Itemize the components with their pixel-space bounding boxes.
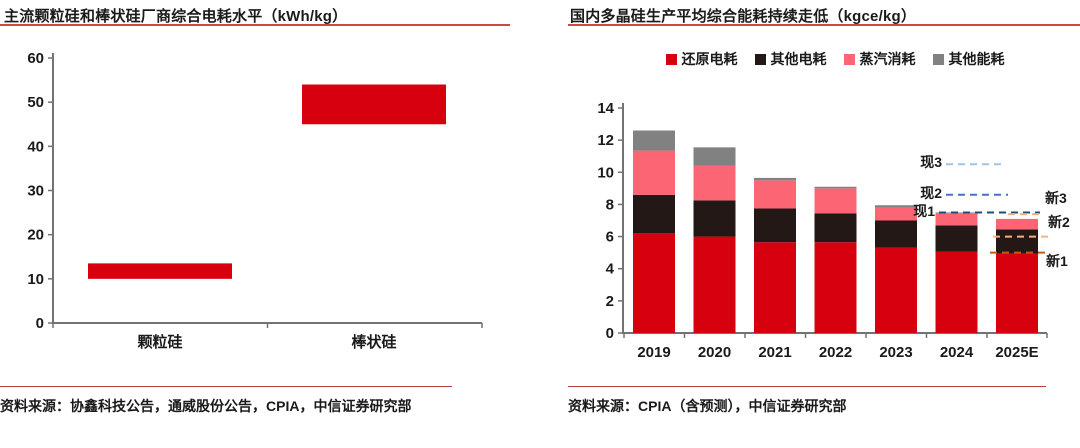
- y-tick-label: 30: [27, 183, 44, 200]
- bar-segment: [633, 194, 675, 234]
- y-tick-label: 40: [27, 138, 44, 155]
- y-tick-label: 60: [27, 50, 44, 67]
- bar-segment: [633, 130, 675, 151]
- legend: 还原电耗 其他电耗 蒸汽消耗 其他能耗: [615, 49, 1055, 69]
- bar-segment: [693, 200, 736, 237]
- y-tick-label: 20: [27, 227, 44, 244]
- legend-swatch-icon: [932, 53, 944, 65]
- stacked-bar-chart: 0 2 4 6 8 10 12 14 2019 2020 2021 2022 2023 2024 2025E…: [597, 100, 1070, 361]
- bar-segment: [693, 165, 736, 201]
- annotation-label: 新2: [1048, 214, 1070, 230]
- legend-swatch-icon: [754, 53, 766, 65]
- legend-label: 其他电耗: [770, 51, 827, 67]
- bar-segment: [693, 236, 736, 333]
- y-tick-label: 12: [597, 132, 614, 149]
- bar-segment: [875, 205, 917, 208]
- x-category-label: 棒状硅: [351, 333, 396, 351]
- y-tick-label: 50: [27, 94, 44, 111]
- legend-label: 还原电耗: [681, 51, 738, 67]
- annotation-label: 新1: [1046, 253, 1068, 269]
- legend-item: 其他电耗: [754, 49, 827, 69]
- x-category-label: 2021: [758, 344, 791, 361]
- source-note: 资料来源：CPIA（含预测），中信证券研究部: [568, 386, 1046, 417]
- bar-segment: [996, 218, 1038, 230]
- legend-swatch-icon: [843, 53, 855, 65]
- annotation-label: 现1: [913, 203, 935, 219]
- legend-item: 还原电耗: [665, 49, 738, 69]
- title-underline: [568, 24, 1080, 26]
- bar-segment: [814, 213, 857, 243]
- y-tick-label: 8: [606, 196, 614, 213]
- bar-segment: [754, 208, 796, 243]
- annotation-label: 新3: [1045, 190, 1067, 206]
- bar-segment: [754, 177, 796, 181]
- range-bar-chart: 0 10 20 30 40 50 60 颗粒硅 棒状硅: [27, 50, 483, 351]
- annotation-label: 现2: [920, 185, 942, 201]
- bar-segment: [875, 207, 917, 221]
- bar-segment: [935, 213, 978, 226]
- legend-swatch-icon: [665, 53, 677, 65]
- annotation-label: 现3: [920, 154, 942, 170]
- range-bar: [302, 84, 446, 125]
- bar-segment: [814, 242, 857, 333]
- bar-segment: [693, 147, 736, 166]
- y-tick-label: 14: [597, 100, 614, 117]
- figure-title: 主流颗粒硅和棒状硅厂商综合电耗水平（kWh/kg）: [4, 8, 348, 25]
- y-tick-label: 4: [606, 261, 615, 278]
- bar-segment: [875, 220, 917, 248]
- legend-item: 蒸汽消耗: [843, 49, 916, 69]
- bar-segment: [875, 247, 917, 333]
- y-tick-label: 10: [597, 164, 614, 181]
- legend-label: 蒸汽消耗: [859, 51, 916, 67]
- right-figure: 国内多晶硅生产平均综合能耗持续走低（kgce/kg） 还原电耗 其他电耗 蒸汽消耗 其…: [540, 0, 1080, 448]
- y-tick-label: 10: [27, 271, 44, 288]
- bar-segment: [814, 186, 857, 189]
- bar-segment: [633, 233, 675, 333]
- x-category-label: 2024: [940, 344, 974, 361]
- y-tick-label: 0: [36, 315, 44, 332]
- bar-segment: [996, 253, 1038, 333]
- legend-item: 其他能耗: [932, 49, 1005, 69]
- bar-segment: [633, 150, 675, 195]
- x-category-label: 2022: [819, 344, 852, 361]
- bar-segment: [754, 180, 796, 209]
- bar-segment: [996, 229, 1038, 254]
- y-tick-label: 6: [606, 229, 614, 246]
- bar-segment: [814, 188, 857, 214]
- bar-segment: [754, 242, 796, 333]
- source-note: 资料来源：协鑫科技公告，通威股份公告，CPIA，中信证券研究部: [0, 386, 452, 417]
- left-figure: 主流颗粒硅和棒状硅厂商综合电耗水平（kWh/kg） 0 10 20 30 40 50 60 颗…: [0, 8, 510, 417]
- x-category-label: 2025E: [995, 344, 1038, 361]
- x-category-label: 2019: [637, 344, 670, 361]
- y-tick-label: 0: [606, 325, 614, 342]
- x-category-label: 2020: [698, 344, 731, 361]
- title-underline: [0, 24, 510, 26]
- bar-segment: [935, 251, 978, 333]
- range-bar: [88, 263, 232, 279]
- x-category-label: 2023: [879, 344, 912, 361]
- legend-label: 其他能耗: [948, 51, 1005, 67]
- x-category-label: 颗粒硅: [137, 333, 182, 351]
- figure-title: 国内多晶硅生产平均综合能耗持续走低（kgce/kg）: [570, 8, 917, 25]
- y-tick-label: 2: [606, 293, 614, 310]
- bar-segment: [935, 225, 978, 252]
